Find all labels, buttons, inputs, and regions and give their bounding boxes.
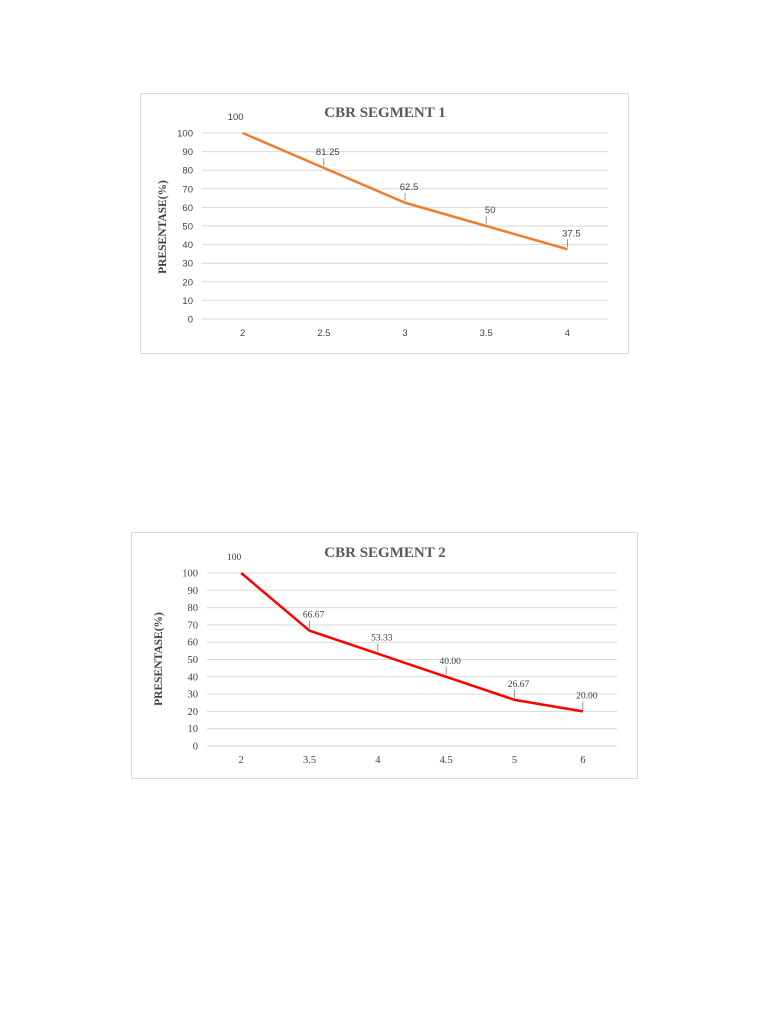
y-tick-label: 40 [182, 240, 193, 251]
series-line [240, 572, 584, 713]
chart-2-ylabel: PRESENTASE(%) [153, 612, 165, 706]
y-tick-label: 10 [188, 724, 199, 735]
chart-cbr-segment-1: CBR SEGMENT 1 PRESENTASE(%) 0 10 20 30 40 50 6… [140, 93, 629, 354]
y-tick-label: 80 [188, 603, 199, 614]
data-label: 66.67 [303, 611, 325, 621]
y-tick-label: 60 [182, 203, 193, 214]
data-label: 20.00 [576, 691, 598, 701]
data-label: 50 [485, 205, 496, 216]
series-line [242, 131, 568, 251]
x-tick-label: 6 [580, 755, 585, 766]
chart-1-title: CBR SEGMENT 1 [324, 105, 445, 121]
x-tick-label: 4.5 [440, 755, 453, 766]
y-tick-label: 20 [188, 707, 199, 718]
x-tick-label: 4 [375, 755, 381, 766]
x-tick-label: 2 [240, 328, 245, 339]
y-tick-label: 30 [188, 690, 199, 701]
chart-cbr-segment-2: CBR SEGMENT 2 PRESENTASE(%) 0 10 20 30 40 50 6… [131, 532, 638, 779]
y-tick-label: 70 [188, 620, 199, 631]
y-tick-label: 100 [182, 569, 198, 580]
y-tick-label: 90 [182, 147, 193, 158]
x-tick-label: 3.5 [480, 328, 493, 339]
y-tick-label: 80 [182, 166, 193, 177]
x-tick-label: 3 [402, 328, 407, 339]
y-tick-label: 70 [182, 184, 193, 195]
chart-2-title: CBR SEGMENT 2 [324, 545, 445, 561]
chart-1-ylabel: PRESENTASE(%) [157, 180, 169, 274]
x-tick-label: 2.5 [317, 328, 330, 339]
data-label: 26.67 [508, 680, 530, 690]
y-tick-label: 0 [193, 742, 198, 753]
y-tick-label: 90 [188, 586, 199, 597]
x-tick-label: 3.5 [303, 755, 316, 766]
data-label: 40.00 [439, 657, 461, 667]
y-tick-label: 50 [182, 222, 193, 233]
data-label: 53.33 [371, 634, 393, 644]
x-tick-label: 2 [239, 755, 244, 766]
chart-1-svg: CBR SEGMENT 1 PRESENTASE(%) 0 10 20 30 40 50 6… [157, 105, 608, 339]
data-label: 100 [227, 553, 242, 563]
y-tick-label: 30 [182, 259, 193, 270]
y-tick-label: 0 [188, 315, 193, 326]
y-tick-label: 60 [188, 638, 199, 649]
data-label: 37.5 [562, 228, 581, 239]
data-label: 62.5 [400, 182, 419, 193]
data-label: 81.25 [316, 147, 340, 158]
y-tick-label: 50 [188, 655, 199, 666]
y-tick-label: 10 [182, 296, 193, 307]
data-label: 100 [228, 112, 244, 123]
y-tick-label: 100 [177, 129, 193, 140]
y-tick-label: 40 [188, 672, 199, 683]
chart-2-svg: CBR SEGMENT 2 PRESENTASE(%) 0 10 20 30 40 50 6… [153, 545, 617, 766]
x-tick-label: 4 [565, 328, 570, 339]
x-tick-label: 5 [512, 755, 517, 766]
y-tick-label: 20 [182, 277, 193, 288]
